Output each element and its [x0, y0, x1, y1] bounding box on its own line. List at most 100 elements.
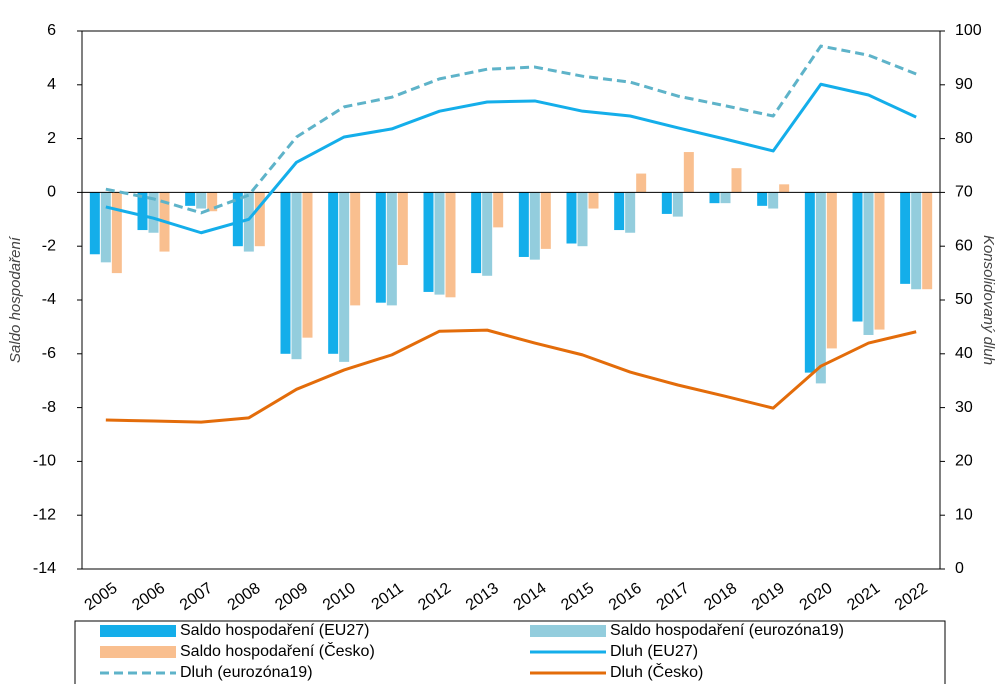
- legend-swatch: [530, 625, 606, 637]
- bar: [243, 192, 254, 252]
- bar: [518, 192, 529, 257]
- bar: [815, 192, 826, 384]
- x-tick-label: 2018: [701, 580, 740, 614]
- bar: [482, 192, 493, 276]
- legend-label: Saldo hospodaření (Česko): [180, 641, 375, 660]
- bar: [614, 192, 625, 231]
- bar: [588, 192, 599, 209]
- bar: [779, 184, 790, 193]
- bar: [566, 192, 577, 244]
- y-tick-label: 4: [47, 76, 56, 93]
- bar: [254, 192, 265, 247]
- bar: [339, 192, 350, 362]
- bar: [100, 192, 111, 263]
- x-tick-label: 2021: [844, 580, 883, 614]
- bar: [672, 192, 683, 217]
- y2-tick-label: 70: [955, 184, 973, 201]
- y2-tick-label: 40: [955, 345, 973, 362]
- bar: [826, 192, 837, 349]
- bar: [375, 192, 386, 303]
- x-tick-label: 2019: [749, 580, 788, 614]
- bar: [196, 192, 207, 209]
- y-tick-label: -6: [42, 345, 56, 362]
- y2-tick-label: 10: [955, 506, 973, 523]
- y2-tick-label: 60: [955, 237, 973, 254]
- x-tick-label: 2008: [225, 580, 264, 614]
- bar: [232, 192, 243, 247]
- bar: [386, 192, 397, 306]
- x-tick-label: 2009: [272, 580, 311, 614]
- bar: [683, 152, 694, 193]
- bar: [577, 192, 588, 247]
- line: [105, 328, 917, 424]
- y-tick-label: -12: [33, 506, 56, 523]
- bar: [350, 192, 361, 306]
- y-tick-label: 6: [47, 22, 56, 39]
- legend-label: Dluh (eurozóna19): [180, 664, 313, 681]
- bar: [291, 192, 302, 360]
- y-tick-label: -8: [42, 399, 56, 416]
- bar: [328, 192, 339, 354]
- bar: [111, 192, 122, 274]
- bar: [185, 192, 196, 206]
- y-tick-label: -2: [42, 237, 56, 254]
- y2-tick-label: 0: [955, 560, 964, 577]
- bar: [302, 192, 313, 338]
- y-tick-label: 0: [47, 184, 56, 201]
- x-tick-label: 2020: [797, 580, 836, 614]
- y-axis-label: Saldo hospodaření: [7, 235, 24, 363]
- y2-tick-label: 20: [955, 453, 973, 470]
- y-tick-label: -14: [33, 560, 56, 577]
- x-tick-label: 2013: [463, 580, 502, 614]
- y-tick-label: -10: [33, 453, 56, 470]
- y-tick-label: 2: [47, 130, 56, 147]
- bar: [529, 192, 540, 260]
- y2-tick-label: 50: [955, 291, 973, 308]
- bar: [852, 192, 863, 322]
- bar: [397, 192, 408, 266]
- legend-label: Saldo hospodaření (eurozóna19): [610, 622, 844, 639]
- bar: [863, 192, 874, 335]
- bar: [731, 168, 742, 193]
- line: [105, 44, 917, 215]
- legend-label: Dluh (EU27): [610, 643, 698, 660]
- bar: [922, 192, 933, 290]
- x-tick-label: 2014: [511, 580, 550, 614]
- x-tick-label: 2015: [558, 580, 597, 614]
- x-tick-label: 2012: [415, 580, 454, 614]
- x-tick-label: 2010: [320, 580, 359, 614]
- y2-tick-label: 100: [955, 22, 982, 39]
- bar: [434, 192, 445, 295]
- bar: [636, 173, 647, 193]
- bar: [471, 192, 482, 274]
- bar: [89, 192, 100, 255]
- bar: [625, 192, 636, 233]
- line: [105, 82, 917, 235]
- x-tick-label: 2005: [82, 580, 121, 614]
- x-tick-label: 2006: [129, 580, 168, 614]
- y2-tick-label: 80: [955, 130, 973, 147]
- x-tick-label: 2022: [892, 580, 931, 614]
- y-tick-label: -4: [42, 291, 56, 308]
- y2-axis-label: Konsolidovaný dluh: [980, 235, 995, 365]
- x-tick-label: 2011: [369, 580, 407, 614]
- bar: [709, 192, 720, 204]
- bar: [137, 192, 148, 231]
- bar: [207, 192, 218, 212]
- legend-label: Dluh (Česko): [610, 662, 703, 681]
- bar: [768, 192, 779, 209]
- bar: [900, 192, 911, 284]
- bar: [280, 192, 291, 354]
- bar: [911, 192, 922, 290]
- legend-swatch: [100, 646, 176, 658]
- bar: [148, 192, 159, 233]
- bar: [493, 192, 504, 228]
- bar: [445, 192, 456, 298]
- bar: [720, 192, 731, 204]
- legend-swatch: [100, 625, 176, 637]
- x-tick-label: 2016: [606, 580, 645, 614]
- x-tick-label: 2007: [177, 580, 216, 614]
- y2-tick-label: 90: [955, 76, 973, 93]
- bar: [804, 192, 815, 373]
